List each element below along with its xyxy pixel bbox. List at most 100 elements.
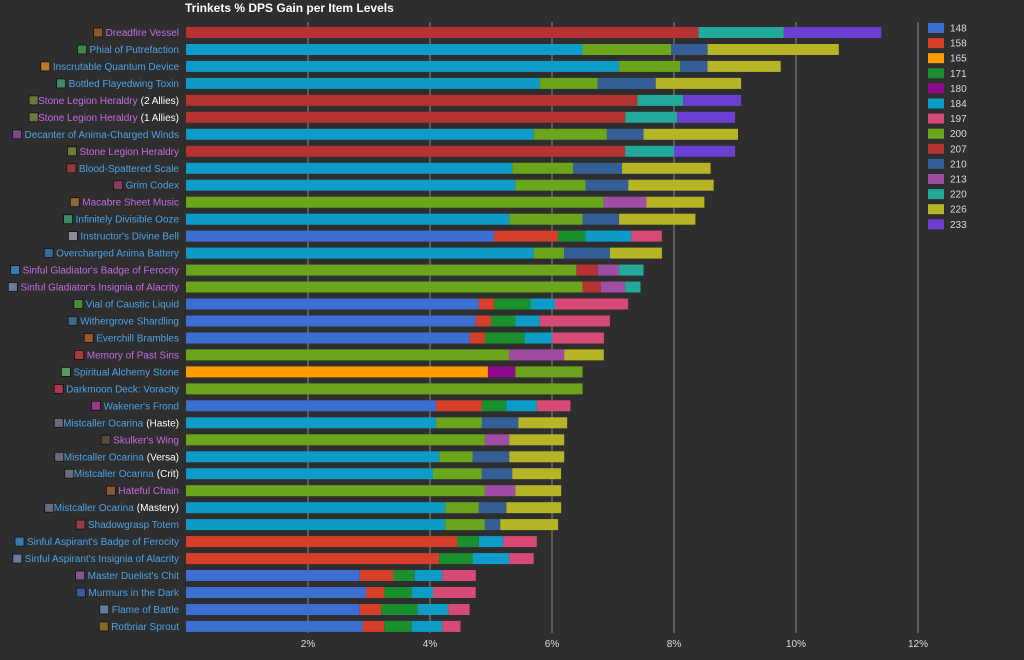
- row-label: Shadowgrasp Totem: [88, 520, 179, 531]
- bar-segment-226: [707, 44, 839, 55]
- bar-row: [186, 383, 583, 395]
- badge-icon: [14, 536, 25, 547]
- bar-row: [186, 111, 735, 123]
- row-label: Murmurs in the Dark: [88, 588, 180, 599]
- row-label: Inscrutable Quantum Device: [53, 62, 180, 73]
- bar-segment-226: [515, 485, 562, 497]
- bar-segment-200: [433, 468, 482, 480]
- bar-segment-200: [619, 60, 681, 72]
- bar-segment-220: [698, 27, 784, 38]
- ocarina-icon: [53, 417, 64, 428]
- bar-segment-171: [457, 536, 479, 548]
- row-label-name: Flame of Battle: [112, 605, 180, 616]
- bar-segment-148: [186, 230, 495, 242]
- bar-segment-226: [619, 213, 696, 225]
- row-label: Bottled Flayedwing Toxin: [69, 79, 179, 90]
- bar-segment-200: [439, 451, 473, 463]
- row-label-suffix: (Haste): [146, 418, 179, 429]
- row-label-name: Mistcaller Ocarina: [63, 418, 143, 429]
- row-label-name: Mistcaller Ocarina: [64, 452, 144, 463]
- bar-segment-200: [533, 247, 565, 259]
- battery-icon: [43, 248, 54, 259]
- bar-segment-226: [655, 77, 742, 89]
- bar-row: [186, 315, 610, 327]
- flame-icon: [99, 604, 110, 615]
- row-label: Rotbriar Sprout: [111, 622, 179, 633]
- bar-segment-158: [362, 620, 385, 632]
- bar-row: [186, 27, 882, 38]
- bar-segment-148: [186, 315, 476, 327]
- bar-segment-158: [359, 604, 382, 615]
- bar-row: [186, 570, 476, 581]
- bar-row: [186, 604, 470, 615]
- legend-label: 197: [950, 114, 967, 125]
- scale-icon: [66, 163, 77, 174]
- bar-row: [186, 213, 696, 225]
- bar-segment-171: [439, 553, 473, 565]
- legend-label: 158: [950, 39, 967, 50]
- legend-label: 210: [950, 159, 967, 170]
- codex-icon: [113, 180, 123, 191]
- x-tick-label: 12%: [908, 639, 928, 650]
- bar-segment-200: [436, 417, 482, 429]
- legend-swatch: [928, 23, 944, 33]
- bar-segment-213: [600, 281, 626, 293]
- bar-segment-171: [381, 604, 418, 615]
- bar-segment-226: [518, 417, 568, 429]
- row-label-name: Master Duelist's Chit: [88, 571, 180, 582]
- bar-segment-184: [186, 162, 513, 174]
- bar-segment-171: [494, 298, 531, 310]
- bar-segment-210: [680, 60, 708, 72]
- bar-segment-184: [186, 44, 583, 55]
- brambles-icon: [83, 333, 94, 343]
- bar-segment-197: [503, 536, 537, 548]
- bar-segment-210: [484, 519, 501, 531]
- bar-segment-158: [366, 587, 385, 598]
- bar-segment-197: [433, 587, 476, 598]
- bar-segment-158: [475, 315, 492, 327]
- bar-segment-210: [606, 128, 644, 140]
- bar-segment-184: [186, 519, 446, 531]
- bar-segment-184: [186, 247, 534, 259]
- row-label-name: Bottled Flayedwing Toxin: [69, 79, 179, 90]
- row-label-name: Murmurs in the Dark: [88, 588, 180, 599]
- bar-segment-226: [564, 349, 604, 361]
- bar-row: [186, 451, 565, 463]
- bar-segment-213: [484, 434, 510, 446]
- bar-segment-184: [186, 468, 433, 480]
- bar-row: [186, 349, 604, 361]
- bar-segment-184: [186, 451, 440, 463]
- legend-swatch: [928, 143, 944, 154]
- bar-segment-171: [491, 315, 516, 327]
- bar-segment-207: [576, 264, 598, 276]
- bar-segment-210: [564, 247, 610, 259]
- x-tick-label: 2%: [301, 639, 316, 650]
- bar-segment-158: [359, 570, 394, 581]
- decanter-icon: [12, 129, 22, 140]
- bar-segment-233: [677, 111, 735, 123]
- row-label-name: Darkmoon Deck: Voracity: [66, 384, 179, 395]
- row-label-name: Sinful Aspirant's Insignia of Alacrity: [25, 554, 179, 565]
- row-label: Vial of Caustic Liquid: [86, 300, 179, 311]
- bar-segment-207: [186, 145, 626, 157]
- bar-row: [186, 145, 735, 157]
- bar-segment-197: [448, 604, 470, 615]
- bar-segment-148: [186, 620, 363, 632]
- bar-segment-233: [674, 145, 735, 157]
- bar-row: [186, 281, 641, 293]
- bar-segment-180: [487, 366, 516, 378]
- chit-icon: [75, 570, 85, 581]
- row-label-name: Wakener's Frond: [104, 401, 179, 412]
- bar-segment-158: [478, 298, 495, 310]
- heraldry-icon: [28, 112, 39, 123]
- row-label: Stone Legion Heraldry: [79, 147, 179, 158]
- bar-segment-213: [603, 196, 647, 208]
- row-label: Overcharged Anima Battery: [56, 249, 179, 260]
- row-label: Wakener's Frond: [104, 401, 179, 412]
- row-label-name: Infinitely Divisible Ooze: [76, 215, 180, 226]
- legend-label: 165: [950, 54, 967, 65]
- legend-label: 180: [950, 84, 967, 95]
- bar-segment-200: [186, 349, 510, 361]
- row-label-name: Decanter of Anima-Charged Winds: [24, 130, 179, 141]
